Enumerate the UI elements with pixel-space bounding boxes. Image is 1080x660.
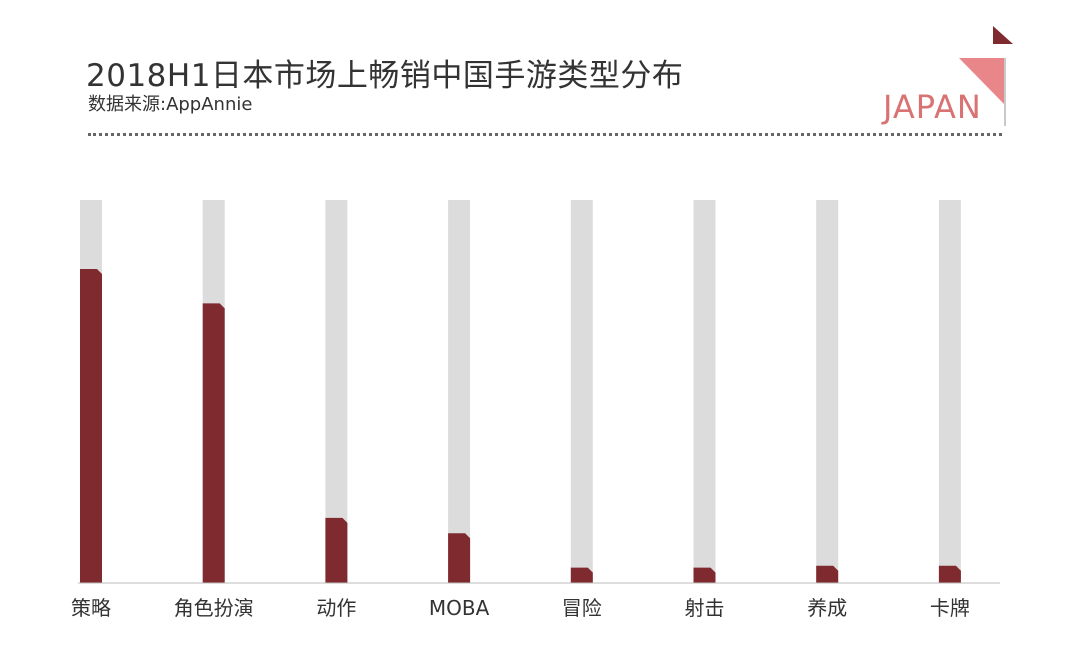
- x-tick-label: 动作: [316, 596, 356, 620]
- logo-text: JAPAN: [883, 88, 982, 126]
- bar-track: [693, 200, 716, 583]
- bar: [448, 533, 471, 583]
- japan-logo-icon: [959, 26, 1013, 126]
- bar-track: [570, 200, 593, 583]
- bar: [80, 268, 102, 583]
- bar-track: [816, 200, 839, 583]
- bar: [816, 565, 839, 583]
- x-tick-label: 养成: [807, 596, 847, 620]
- divider: [88, 133, 1002, 136]
- bar: [202, 303, 225, 583]
- bar-track: [448, 200, 471, 583]
- bars: [80, 268, 961, 583]
- x-tick-label: 射击: [685, 596, 725, 620]
- bar: [693, 567, 716, 583]
- x-tick-labels: 策略 角色扮演 动作 MOBA 冒险 射击 养成 卡牌: [71, 596, 970, 620]
- x-tick-label: 角色扮演: [174, 596, 254, 620]
- bar: [938, 565, 961, 583]
- x-tick-label: 策略: [71, 596, 111, 620]
- chart-subtitle: 数据来源:AppAnnie: [88, 94, 253, 115]
- x-tick-label: 卡牌: [930, 596, 970, 620]
- x-tick-label: MOBA: [429, 596, 490, 620]
- bar: [325, 517, 348, 583]
- bar: [570, 567, 593, 583]
- x-tick-label: 冒险: [562, 596, 602, 620]
- bar-track: [325, 200, 348, 583]
- bar-track: [938, 200, 961, 583]
- chart-title: 2018H1日本市场上畅销中国手游类型分布: [86, 58, 684, 94]
